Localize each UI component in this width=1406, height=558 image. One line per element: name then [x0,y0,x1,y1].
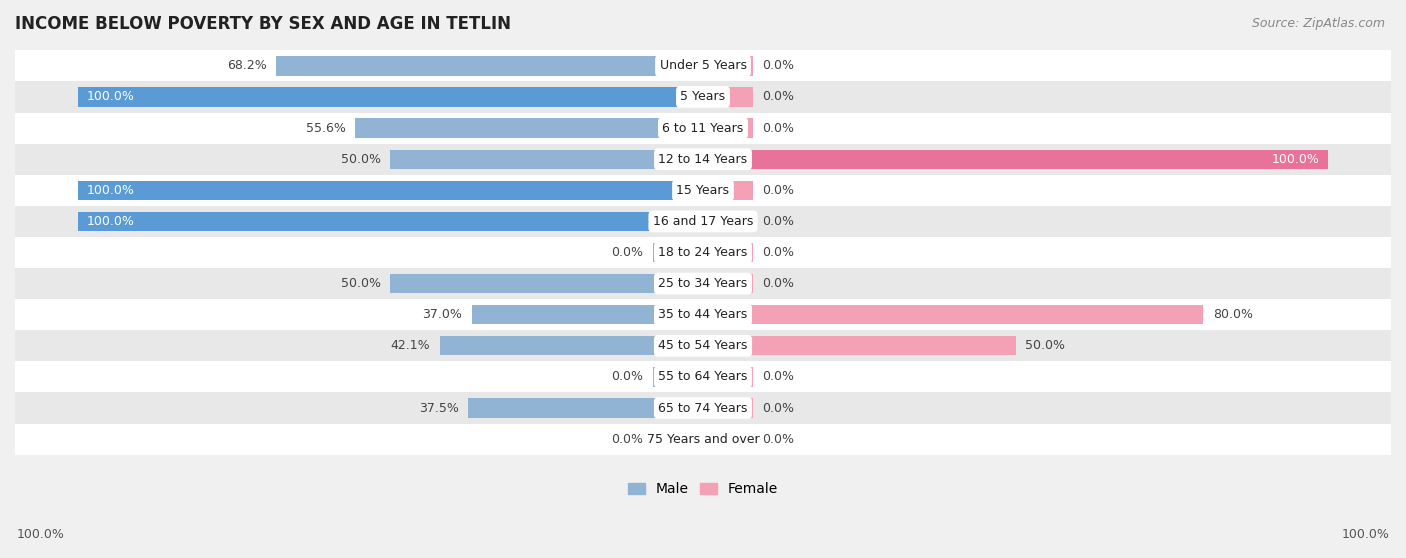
Bar [703,274,754,294]
Bar [703,430,754,449]
Text: 6 to 11 Years: 6 to 11 Years [662,122,744,134]
Bar [703,181,754,200]
Text: 0.0%: 0.0% [762,122,794,134]
Text: 50.0%: 50.0% [340,277,381,290]
Bar [703,367,754,387]
Text: 0.0%: 0.0% [612,432,644,446]
Bar [0,424,1406,455]
Text: 0.0%: 0.0% [762,432,794,446]
Text: 0.0%: 0.0% [762,246,794,259]
Legend: Male, Female: Male, Female [623,477,783,502]
Bar [703,56,754,75]
Bar [77,211,703,231]
Text: 55 to 64 Years: 55 to 64 Years [658,371,748,383]
Bar [703,398,754,417]
Bar [468,398,703,417]
Text: 35 to 44 Years: 35 to 44 Years [658,308,748,321]
Text: 37.5%: 37.5% [419,402,460,415]
Bar [0,50,1406,81]
Text: 0.0%: 0.0% [762,277,794,290]
Text: 5 Years: 5 Years [681,90,725,103]
Bar [391,274,703,294]
Bar [471,305,703,324]
Bar [0,330,1406,362]
Bar [703,150,1329,169]
Bar [0,143,1406,175]
Text: 18 to 24 Years: 18 to 24 Years [658,246,748,259]
Text: 100.0%: 100.0% [87,184,135,197]
Bar [703,336,1015,355]
Bar [77,181,703,200]
Bar [703,118,754,138]
Text: 50.0%: 50.0% [340,153,381,166]
Text: 100.0%: 100.0% [1271,153,1319,166]
Bar [0,392,1406,424]
Text: 65 to 74 Years: 65 to 74 Years [658,402,748,415]
Text: 100.0%: 100.0% [87,90,135,103]
Text: 55.6%: 55.6% [307,122,346,134]
Text: 42.1%: 42.1% [391,339,430,352]
Text: 100.0%: 100.0% [87,215,135,228]
Bar [0,113,1406,143]
Text: 15 Years: 15 Years [676,184,730,197]
Bar [0,362,1406,392]
Text: 0.0%: 0.0% [762,402,794,415]
Text: 0.0%: 0.0% [612,246,644,259]
Text: 16 and 17 Years: 16 and 17 Years [652,215,754,228]
Text: 37.0%: 37.0% [422,308,463,321]
Text: 45 to 54 Years: 45 to 54 Years [658,339,748,352]
Bar [652,243,703,262]
Bar [652,430,703,449]
Bar [0,299,1406,330]
Bar [703,211,754,231]
Bar [703,305,1204,324]
Bar [391,150,703,169]
Text: 0.0%: 0.0% [762,90,794,103]
Bar [0,206,1406,237]
Text: 68.2%: 68.2% [228,59,267,73]
Text: 100.0%: 100.0% [17,528,65,541]
Text: 0.0%: 0.0% [762,371,794,383]
Text: 100.0%: 100.0% [1341,528,1389,541]
Text: 50.0%: 50.0% [1025,339,1066,352]
Bar [77,88,703,107]
Bar [356,118,703,138]
Text: INCOME BELOW POVERTY BY SEX AND AGE IN TETLIN: INCOME BELOW POVERTY BY SEX AND AGE IN T… [15,15,510,33]
Text: 0.0%: 0.0% [762,184,794,197]
Text: 75 Years and over: 75 Years and over [647,432,759,446]
Text: 0.0%: 0.0% [762,215,794,228]
Text: Under 5 Years: Under 5 Years [659,59,747,73]
Text: 25 to 34 Years: 25 to 34 Years [658,277,748,290]
Text: Source: ZipAtlas.com: Source: ZipAtlas.com [1251,17,1385,30]
Bar [0,268,1406,299]
Text: 80.0%: 80.0% [1213,308,1253,321]
Bar [652,367,703,387]
Text: 0.0%: 0.0% [762,59,794,73]
Bar [703,243,754,262]
Bar [703,88,754,107]
Bar [277,56,703,75]
Bar [0,81,1406,113]
Bar [0,237,1406,268]
Bar [440,336,703,355]
Text: 12 to 14 Years: 12 to 14 Years [658,153,748,166]
Bar [0,175,1406,206]
Text: 0.0%: 0.0% [612,371,644,383]
